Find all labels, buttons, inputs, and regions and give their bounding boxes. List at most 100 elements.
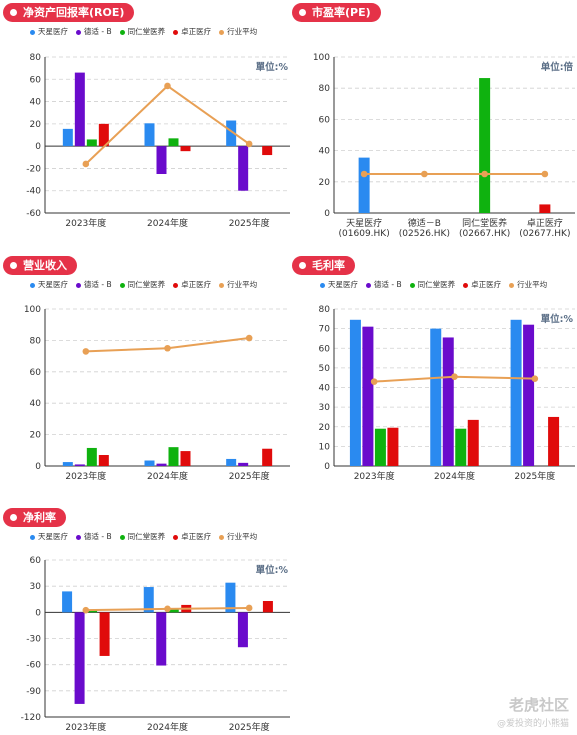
legend-item[interactable]: 行业平均: [219, 279, 257, 290]
unit-label: 單位:%: [256, 564, 289, 576]
pill-dot-icon: [299, 262, 306, 269]
legend-item[interactable]: 行业平均: [219, 26, 257, 37]
legend-item[interactable]: 德适 - B: [76, 26, 112, 37]
legend-item[interactable]: 德适 - B: [366, 279, 402, 290]
legend-dot-icon: [30, 29, 35, 35]
average-point: [370, 378, 378, 385]
legend-item[interactable]: 同仁堂医养: [409, 279, 455, 290]
bar: [99, 612, 110, 656]
x-tick-label: 2025年度: [514, 470, 555, 482]
pill-dot-icon: [10, 514, 17, 521]
legend-item[interactable]: 德适 - B: [76, 279, 112, 290]
bar: [442, 337, 454, 466]
legend-item[interactable]: 卓正医疗: [173, 279, 211, 290]
average-point: [164, 344, 171, 352]
legend-label: 天星医疗: [328, 280, 358, 289]
bar: [156, 612, 167, 666]
y-tick-label: -20: [26, 164, 41, 174]
legend-dot-icon: [76, 29, 81, 35]
x-tick-label: 2024年度: [147, 721, 188, 733]
legend-item[interactable]: 同仁堂医养: [119, 26, 166, 37]
bar: [479, 78, 491, 213]
average-point: [164, 82, 171, 90]
y-tick-label: 80: [319, 305, 331, 315]
x-tick-label: 2023年度: [65, 721, 106, 733]
average-point: [360, 170, 368, 178]
bar: [168, 138, 179, 147]
unit-label: 單位:%: [541, 313, 574, 325]
x-tick-label: 天星医疗(01609.HK): [339, 217, 390, 239]
legend-label: 行业平均: [227, 27, 258, 36]
y-tick-label: 60: [319, 344, 331, 354]
net-title-pill[interactable]: 净利率: [3, 508, 66, 527]
x-tick-label: 2024年度: [147, 217, 188, 229]
legend-label: 天星医疗: [38, 280, 68, 289]
revenue-title-pill[interactable]: 营业收入: [3, 256, 77, 275]
legend-item[interactable]: 行业平均: [509, 279, 547, 290]
legend-label: 德适 - B: [84, 280, 112, 289]
average-point: [245, 604, 253, 612]
average-point: [451, 373, 458, 381]
bar: [180, 146, 191, 152]
legend-dot-icon: [119, 29, 125, 35]
bar: [144, 123, 155, 147]
bar: [539, 204, 551, 213]
bar: [86, 447, 97, 466]
legend-item[interactable]: 天星医疗: [30, 26, 68, 37]
x-tick-label: 同仁堂医养(02667.HK): [459, 217, 510, 239]
x-tick-label: 2024年度: [434, 470, 475, 482]
y-tick-label: 60: [30, 556, 42, 566]
revenue-chart: 0 20 40 60 80 100 2023年度 2024年度 2025年度: [24, 305, 290, 482]
average-point: [245, 140, 253, 148]
bar: [387, 427, 399, 466]
bar: [358, 157, 370, 213]
gross-legend: 天星医疗 德适 - B 同仁堂医养 卓正医疗 行业平均: [320, 279, 555, 290]
legend-item[interactable]: 天星医疗: [30, 279, 68, 290]
legend-item[interactable]: 同仁堂医养: [119, 531, 165, 542]
unit-label: 单位:倍: [541, 61, 574, 73]
bar: [430, 328, 442, 466]
legend-item[interactable]: 德适 - B: [76, 531, 112, 542]
average-point: [164, 605, 171, 613]
y-tick-label: -40: [26, 187, 41, 197]
legend-dot-icon: [366, 282, 371, 288]
average-point: [481, 170, 488, 178]
legend-label: 卓正医疗: [181, 280, 212, 289]
y-tick-label: 70: [319, 325, 331, 335]
y-tick-label: 40: [319, 147, 331, 157]
y-tick-label: 20: [30, 120, 42, 130]
roe-title-pill[interactable]: 净资产回报率(ROE): [3, 3, 135, 22]
legend-item[interactable]: 天星医疗: [320, 279, 358, 290]
watermark: 老虎社区 @爱投资的小熊猫: [497, 694, 569, 729]
y-tick-label: 0: [324, 462, 330, 472]
bar: [168, 608, 179, 613]
y-tick-label: -60: [26, 661, 41, 671]
pe-title-pill[interactable]: 市盈率(PE): [292, 3, 381, 22]
legend-item[interactable]: 同仁堂医养: [119, 279, 165, 290]
average-point: [245, 334, 253, 342]
legend-item[interactable]: 卓正医疗: [173, 26, 211, 37]
bar: [156, 146, 167, 174]
pill-dot-icon: [299, 9, 306, 16]
legend-item[interactable]: 行业平均: [219, 531, 257, 542]
gross-title-pill[interactable]: 毛利率: [292, 256, 355, 275]
x-tick-label: 卓正医疗(02677.HK): [519, 217, 570, 239]
legend-item[interactable]: 卓正医疗: [173, 531, 211, 542]
legend-label: 卓正医疗: [181, 532, 212, 541]
y-tick-label: 40: [30, 399, 42, 409]
net-chart: -120 -90 -60 -30 0 30 60 2023年度 2024年度 2025年度 單位:%: [21, 556, 290, 733]
legend-item[interactable]: 卓正医疗: [463, 279, 501, 290]
watermark-logo: 老虎社区: [508, 696, 569, 714]
pe-chart: 0 20 40 60 80 100 天星医疗(01609.HK) 德适－B (02526.HK)…: [313, 53, 575, 239]
bar: [62, 591, 73, 613]
legend-item[interactable]: 天星医疗: [30, 531, 68, 542]
average-point: [82, 348, 90, 355]
y-tick-label: -30: [26, 635, 41, 645]
bar: [374, 428, 386, 466]
y-tick-label: 0: [35, 142, 41, 152]
y-tick-label: -90: [26, 687, 41, 697]
x-tick-label: 2025年度: [229, 217, 270, 229]
bar: [510, 319, 522, 466]
legend-label: 同仁堂医养: [127, 27, 166, 36]
y-tick-label: 60: [30, 75, 42, 85]
